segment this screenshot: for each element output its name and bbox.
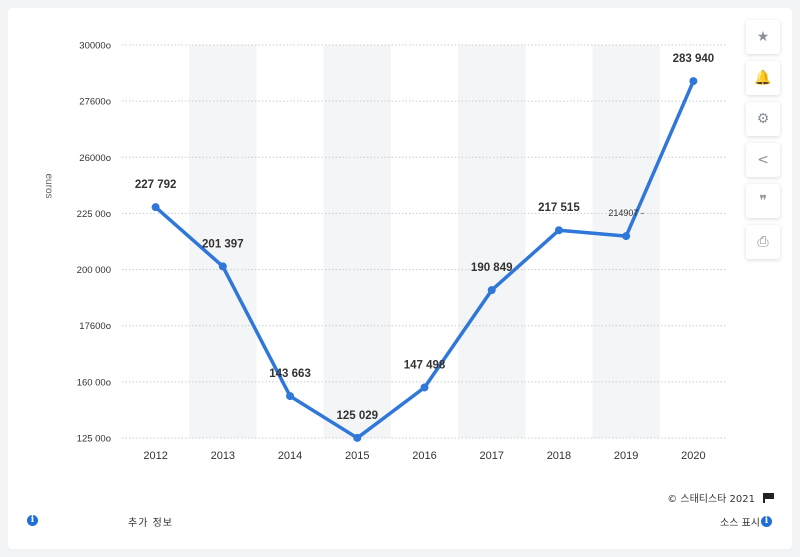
bell-icon: 🔔 (754, 70, 772, 86)
x-tick-label: 2018 (547, 450, 571, 462)
source-info-icon: i (761, 516, 772, 527)
show-source-label: 소스 표시 (720, 518, 760, 529)
year-band (323, 45, 391, 438)
info-icon[interactable]: i (27, 515, 38, 526)
more-info-link[interactable]: 추가 정보 (128, 518, 173, 529)
flag-icon[interactable] (763, 492, 774, 503)
data-point[interactable] (554, 226, 563, 235)
print-icon: ⎙ (757, 234, 769, 250)
data-label: 214907 - (608, 208, 644, 218)
y-axis-ticks: 125 00o 160 00o 17600o 200 000 225 00o 26000o… (77, 41, 111, 445)
data-point[interactable] (622, 232, 631, 241)
year-band (458, 45, 526, 438)
data-label: 125 029 (336, 410, 378, 422)
y-tick-label: 160 00o (77, 377, 111, 388)
y-tick-label: 17600o (79, 321, 111, 332)
show-source-link[interactable]: 소스 표시 i (720, 514, 772, 529)
grid-lines (122, 44, 727, 439)
chart-card (8, 8, 792, 549)
share-button[interactable]: < (746, 143, 780, 177)
x-axis-ticks: 2012 2013 2014 2015 2016 2017 2018 2019 2020 (143, 450, 705, 462)
year-band (592, 45, 660, 438)
data-point[interactable] (286, 392, 295, 401)
star-icon: ★ (756, 29, 770, 45)
y-tick-label: 30000o (79, 41, 111, 52)
quote-button[interactable]: ❞ (746, 184, 780, 218)
year-bands (189, 45, 660, 438)
data-point[interactable] (420, 383, 429, 392)
year-band (189, 45, 257, 438)
share-icon: < (757, 152, 769, 168)
data-point[interactable] (353, 433, 362, 442)
gear-button[interactable]: ⚙ (746, 102, 780, 136)
data-point[interactable] (218, 262, 227, 271)
data-labels: 227 792 201 397 143 663 125 029 147 498 190 8… (135, 53, 714, 422)
data-point[interactable] (487, 286, 496, 295)
y-tick-label: 26000o (79, 153, 111, 164)
data-label: 217 515 (538, 202, 580, 214)
x-tick-label: 2014 (278, 450, 302, 462)
quote-icon: ❞ (759, 193, 767, 209)
y-tick-label: 200 000 (77, 265, 111, 276)
copyright-text: © 스태티스타 2021 (667, 494, 755, 505)
star-button[interactable]: ★ (746, 20, 780, 54)
data-label: 147 498 (404, 359, 446, 371)
y-tick-label: 27600o (79, 97, 111, 108)
data-label: 227 792 (135, 179, 177, 191)
y-tick-label: 125 00o (77, 434, 111, 445)
data-label: 190 849 (471, 262, 513, 274)
series-line (151, 77, 698, 442)
data-point[interactable] (689, 77, 698, 86)
x-tick-label: 2013 (211, 450, 235, 462)
data-point[interactable] (151, 203, 160, 212)
data-label: 143 663 (269, 368, 311, 380)
data-label: 201 397 (202, 238, 244, 250)
x-tick-label: 2017 (479, 450, 503, 462)
data-label: 283 940 (673, 53, 715, 65)
x-tick-label: 2015 (345, 450, 369, 462)
x-tick-label: 2016 (412, 450, 436, 462)
copyright: © 스태티스타 2021 (667, 490, 774, 505)
y-tick-label: 225 00o (77, 209, 111, 220)
y-axis-label: euros (43, 173, 54, 198)
x-tick-label: 2020 (681, 450, 705, 462)
x-tick-label: 2019 (614, 450, 638, 462)
bell-button[interactable]: 🔔 (746, 61, 780, 95)
sidebar: ★ 🔔 ⚙ < ❞ ⎙ (746, 20, 780, 266)
gear-icon: ⚙ (756, 111, 770, 127)
print-button[interactable]: ⎙ (746, 225, 780, 259)
x-tick-label: 2012 (143, 450, 167, 462)
